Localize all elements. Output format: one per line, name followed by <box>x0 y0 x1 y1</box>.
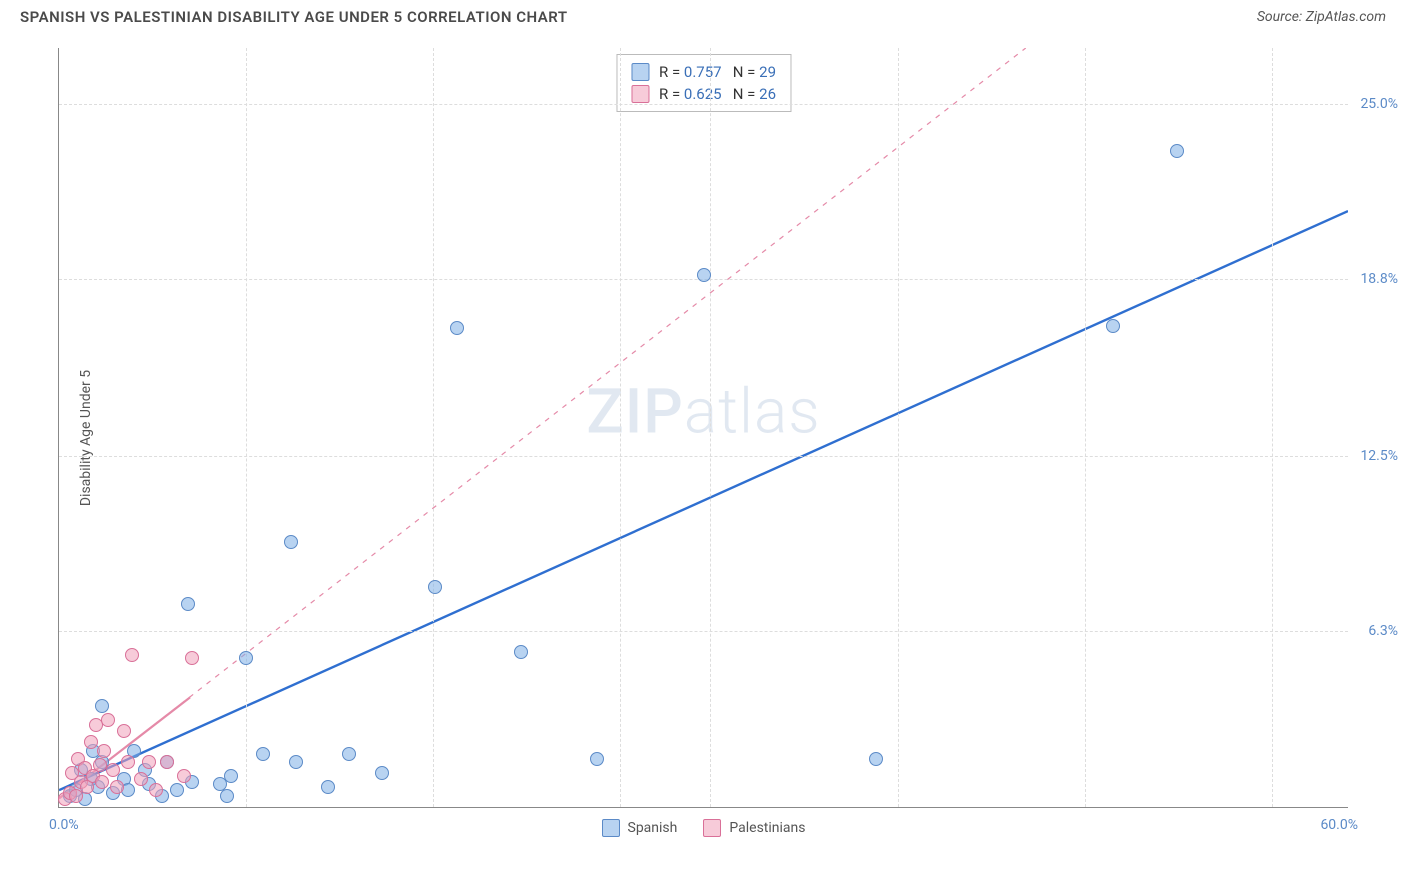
data-point <box>160 755 174 769</box>
legend-stats: R = 0.757 N = 29 <box>659 63 776 81</box>
data-point <box>93 758 107 772</box>
data-point <box>101 713 115 727</box>
chart-title: SPANISH VS PALESTINIAN DISABILITY AGE UN… <box>20 8 568 26</box>
data-point <box>1170 144 1184 158</box>
y-tick-label: 25.0% <box>1360 96 1398 112</box>
gridline-v <box>710 48 711 807</box>
y-tick-label: 18.8% <box>1360 271 1398 287</box>
data-point <box>89 718 103 732</box>
data-point <box>1106 319 1120 333</box>
data-point <box>106 763 120 777</box>
legend-swatch <box>703 819 721 837</box>
data-point <box>95 699 109 713</box>
source-attribution: Source: ZipAtlas.com <box>1257 9 1386 25</box>
data-point <box>514 645 528 659</box>
gridline-v <box>433 48 434 807</box>
data-point <box>239 651 253 665</box>
data-point <box>450 321 464 335</box>
y-tick-label: 6.3% <box>1368 623 1398 639</box>
data-point <box>256 747 270 761</box>
gridline-v <box>1272 48 1273 807</box>
data-point <box>142 755 156 769</box>
data-point <box>170 783 184 797</box>
data-point <box>177 769 191 783</box>
data-point <box>284 535 298 549</box>
gridline-h <box>59 456 1348 457</box>
data-point <box>149 783 163 797</box>
data-point <box>117 724 131 738</box>
data-point <box>428 580 442 594</box>
legend-label: Spanish <box>628 820 678 836</box>
legend-swatch <box>602 819 620 837</box>
data-point <box>321 780 335 794</box>
legend-swatch <box>631 85 649 103</box>
data-point <box>134 772 148 786</box>
data-point <box>289 755 303 769</box>
data-point <box>125 648 139 662</box>
gridline-v <box>898 48 899 807</box>
data-point <box>590 752 604 766</box>
x-max-label: 60.0% <box>1320 817 1358 833</box>
data-point <box>97 744 111 758</box>
data-point <box>224 769 238 783</box>
watermark: ZIPatlas <box>586 376 820 449</box>
data-point <box>375 766 389 780</box>
y-tick-label: 12.5% <box>1360 448 1398 464</box>
x-origin-label: 0.0% <box>49 817 79 833</box>
trend-lines <box>59 48 1348 807</box>
data-point <box>181 597 195 611</box>
legend-row: R = 0.625 N = 26 <box>631 83 776 105</box>
chart-container: Disability Age Under 5 ZIPatlas R = 0.75… <box>48 48 1388 828</box>
gridline-h <box>59 631 1348 632</box>
series-legend: Spanish Palestinians <box>602 819 806 837</box>
legend-item: Palestinians <box>703 819 805 837</box>
gridline-v <box>1085 48 1086 807</box>
data-point <box>220 789 234 803</box>
data-point <box>110 780 124 794</box>
legend-stats: R = 0.625 N = 26 <box>659 85 776 103</box>
data-point <box>697 268 711 282</box>
legend-row: R = 0.757 N = 29 <box>631 61 776 83</box>
data-point <box>185 651 199 665</box>
legend-label: Palestinians <box>729 820 805 836</box>
data-point <box>84 735 98 749</box>
gridline-v <box>246 48 247 807</box>
data-point <box>121 755 135 769</box>
legend-item: Spanish <box>602 819 678 837</box>
data-point <box>342 747 356 761</box>
gridline-v <box>620 48 621 807</box>
data-point <box>95 775 109 789</box>
legend-swatch <box>631 63 649 81</box>
gridline-h <box>59 104 1348 105</box>
data-point <box>869 752 883 766</box>
plot-area: ZIPatlas R = 0.757 N = 29 R = 0.625 N = 2… <box>58 48 1348 808</box>
